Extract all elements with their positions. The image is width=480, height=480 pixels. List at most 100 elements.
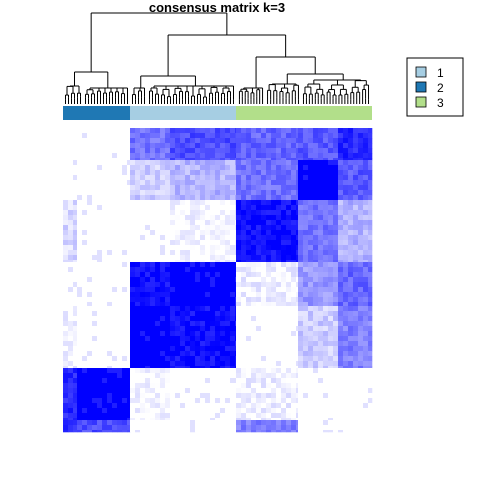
heatmap-cell: [333, 425, 339, 431]
heatmap-cell: [185, 311, 191, 317]
heatmap-cell: [236, 373, 242, 379]
heatmap-cell: [112, 170, 118, 176]
heatmap-cell: [303, 420, 309, 426]
heatmap-cell: [338, 128, 344, 134]
heatmap-cell: [145, 346, 151, 352]
heatmap-cell: [308, 383, 314, 389]
heatmap-cell: [107, 425, 113, 431]
heatmap-cell: [235, 398, 237, 404]
heatmap-cell: [97, 165, 103, 171]
legend-label-2: 2: [437, 81, 444, 95]
heatmap-cell: [150, 272, 156, 278]
heatmap-cell: [236, 368, 242, 374]
heatmap-cell: [135, 277, 141, 283]
heatmap-cell: [261, 185, 267, 191]
heatmap-cell: [170, 153, 176, 159]
heatmap-cell: [195, 250, 201, 256]
heatmap-cell: [185, 148, 191, 154]
heatmap-cell: [358, 321, 364, 327]
heatmap-cell: [225, 302, 231, 307]
heatmap-cell: [77, 336, 83, 342]
heatmap-cell: [291, 351, 297, 357]
heatmap-cell: [246, 297, 252, 303]
heatmap-cell: [97, 200, 103, 206]
heatmap-cell: [256, 311, 262, 317]
heatmap-cell: [127, 185, 131, 191]
heatmap-cell: [298, 336, 304, 342]
heatmap-cell: [286, 321, 292, 327]
heatmap-cell: [343, 272, 349, 278]
heatmap-cell: [308, 277, 314, 283]
heatmap-cell: [313, 235, 319, 241]
heatmap-cell: [175, 190, 181, 196]
heatmap-cell: [180, 425, 186, 431]
heatmap-cell: [97, 210, 103, 216]
heatmap-cell: [155, 205, 161, 211]
heatmap-cell: [303, 282, 309, 288]
heatmap-cell: [286, 190, 292, 196]
heatmap-cell: [92, 225, 98, 231]
heatmap-cell: [97, 225, 103, 231]
heatmap-cell: [256, 235, 262, 241]
heatmap-cell: [175, 215, 181, 221]
heatmap-cell: [185, 128, 191, 134]
heatmap-cell: [333, 133, 339, 139]
heatmap-cell: [353, 272, 359, 278]
heatmap-cell: [170, 425, 176, 431]
heatmap-cell: [353, 175, 359, 181]
heatmap-cell: [353, 220, 359, 226]
heatmap-cell: [170, 220, 176, 226]
heatmap-cell: [276, 175, 282, 181]
heatmap-cell: [210, 346, 216, 352]
heatmap-cell: [286, 378, 292, 384]
heatmap-cell: [215, 205, 221, 211]
heatmap-cell: [220, 165, 226, 171]
heatmap-cell: [281, 138, 287, 144]
heatmap-cell: [246, 185, 252, 191]
heatmap-cell: [130, 128, 136, 134]
heatmap-cell: [358, 225, 364, 231]
heatmap-cell: [303, 425, 309, 431]
heatmap-cell: [112, 311, 118, 317]
heatmap-cell: [185, 230, 191, 236]
heatmap-cell: [175, 128, 181, 134]
heatmap-cell: [303, 311, 309, 317]
heatmap-cell: [313, 262, 319, 268]
heatmap-cell: [150, 165, 156, 171]
heatmap-cell: [266, 235, 272, 241]
heatmap-cell: [230, 418, 236, 421]
heatmap-cell: [296, 297, 299, 303]
heatmap-cell: [87, 388, 93, 394]
heatmap-cell: [348, 158, 354, 161]
heatmap-cell: [165, 346, 171, 352]
heatmap-cell: [82, 373, 88, 379]
heatmap-cell: [130, 210, 136, 216]
heatmap-cell: [235, 292, 237, 298]
heatmap-cell: [68, 180, 74, 186]
heatmap-cell: [333, 361, 339, 367]
heatmap-cell: [261, 388, 267, 394]
heatmap-cell: [328, 418, 334, 421]
heatmap-cell: [107, 128, 113, 134]
heatmap-cell: [333, 430, 339, 433]
heatmap-cell: [112, 185, 118, 191]
heatmap-cell: [180, 277, 186, 283]
heatmap-cell: [241, 262, 247, 268]
heatmap-cell: [68, 346, 74, 352]
heatmap-cell: [343, 153, 349, 159]
heatmap-cell: [298, 366, 304, 369]
heatmap-cell: [256, 418, 262, 421]
heatmap-cell: [160, 138, 166, 144]
heatmap-cell: [296, 413, 299, 419]
heatmap-cell: [97, 185, 103, 191]
heatmap-cell: [73, 346, 78, 352]
heatmap-cell: [112, 331, 118, 337]
heatmap-cell: [185, 383, 191, 389]
heatmap-cell: [358, 165, 364, 171]
heatmap-cell: [155, 200, 161, 206]
heatmap-cell: [236, 210, 242, 216]
heatmap-cell: [205, 346, 211, 352]
heatmap-cell: [180, 302, 186, 307]
heatmap-cell: [185, 282, 191, 288]
heatmap-cell: [155, 420, 161, 426]
